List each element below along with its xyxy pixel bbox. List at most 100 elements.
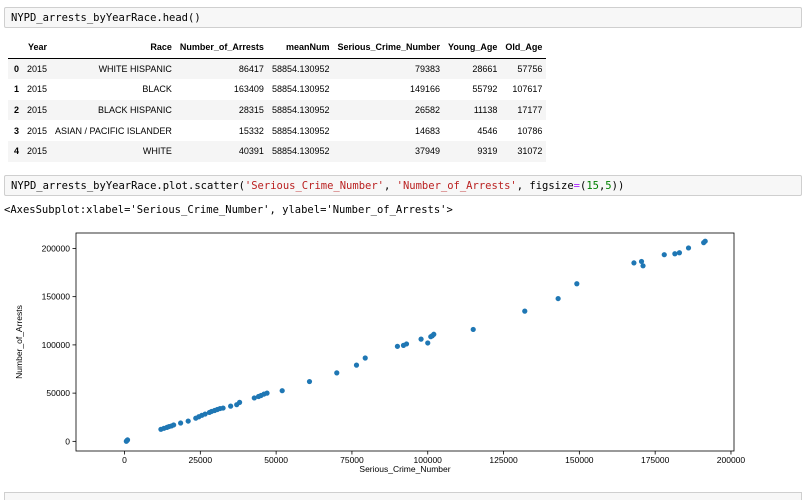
table-cell: WHITE xyxy=(142,146,172,157)
table-cell: 37949 xyxy=(415,146,441,157)
table-row: 1 2015 BLACK 163409 58854.130952 149166 … xyxy=(8,79,546,100)
table-cell: 79383 xyxy=(415,63,441,74)
code-cell-head[interactable]: NYPD_arrests_byYearRace.head() xyxy=(4,7,802,28)
scatter-point xyxy=(166,423,172,430)
table-cell: 2015 xyxy=(27,125,48,136)
y-axis: 0 50000 100000 150000 200000 xyxy=(42,243,76,446)
scatter-point xyxy=(403,341,410,347)
table-cell: 10786 xyxy=(517,125,543,136)
scatter-point xyxy=(522,308,528,314)
output-repr: <AxesSubplot:xlabel='Serious_Crime_Numbe… xyxy=(4,204,453,216)
scatter-point xyxy=(208,408,215,415)
x-axis: 0 25000 50000 75000 100000 125000 150000 175000… xyxy=(122,451,745,465)
table-cell: BLACK HISPANIC xyxy=(98,105,172,116)
scatter-point xyxy=(214,406,220,413)
x-tick-label: 0 xyxy=(122,455,127,465)
y-tick-label: 200000 xyxy=(42,243,71,253)
scatter-point xyxy=(171,422,177,428)
code-sep: , xyxy=(383,180,397,192)
x-tick-label: 150000 xyxy=(565,455,594,465)
table-cell: 9319 xyxy=(477,146,498,157)
scatter-point xyxy=(429,333,435,339)
table-cell: 11138 xyxy=(473,105,498,116)
table-header-row: Year Race Number_of_Arrests meanNum Seri… xyxy=(8,37,547,59)
scatter-point xyxy=(661,252,667,258)
table-cell: 149166 xyxy=(410,84,441,95)
y-tick-label: 100000 xyxy=(42,340,71,350)
table-cell: BLACK xyxy=(142,84,172,95)
table-cell: 58854.130952 xyxy=(271,146,330,157)
scatter-point xyxy=(202,411,208,417)
code-number-width: 15 xyxy=(586,180,599,192)
column-header: Young_Age xyxy=(444,37,502,59)
dataframe-table: Year Race Number_of_Arrests meanNum Seri… xyxy=(8,37,547,162)
code-string-y: 'Number_of_Arrests' xyxy=(396,180,517,192)
scatter-point xyxy=(124,437,131,443)
table-cell: 31072 xyxy=(517,146,543,157)
code-comma: , xyxy=(598,180,606,192)
scatter-point xyxy=(258,392,264,399)
code-figsize: , figsize xyxy=(516,180,574,192)
scatter-point xyxy=(228,403,234,409)
scatter-point xyxy=(702,238,708,244)
table-cell: 107617 xyxy=(512,84,543,95)
scatter-point xyxy=(211,407,218,414)
scatter-point xyxy=(123,438,129,444)
column-header: Year xyxy=(23,37,52,59)
code-prefix: NYPD_arrests_byYearRace.plot.scatter( xyxy=(11,180,245,192)
column-header: Old_Age xyxy=(501,37,547,59)
scatter-point xyxy=(640,263,646,269)
scatter-point xyxy=(251,395,257,401)
y-tick-label: 150000 xyxy=(42,292,71,302)
scatter-point xyxy=(631,260,637,266)
scatter-point xyxy=(334,370,340,376)
scatter-points xyxy=(123,238,708,444)
code-text: NYPD_arrests_byYearRace.head() xyxy=(11,12,201,24)
scatter-point xyxy=(178,420,184,426)
column-header: Number_of_Arrests xyxy=(175,37,268,59)
code-number-height: 5 xyxy=(605,180,612,192)
x-axis-label: Serious_Crime_Number xyxy=(359,464,450,474)
scatter-point xyxy=(168,423,175,429)
table-cell: 2015 xyxy=(27,63,48,74)
table-cell: 57756 xyxy=(517,63,543,74)
code-cell-scatter[interactable]: NYPD_arrests_byYearRace.plot.scatter('Se… xyxy=(4,175,802,196)
scatter-point xyxy=(236,399,243,405)
x-tick-label: 75000 xyxy=(340,455,364,465)
next-code-cell[interactable] xyxy=(4,492,802,500)
table-cell: 26582 xyxy=(415,105,441,116)
row-index: 1 xyxy=(14,84,20,95)
table-cell: 4546 xyxy=(477,125,498,136)
scatter-point xyxy=(196,414,202,420)
row-index: 4 xyxy=(14,146,20,157)
table-cell: 86417 xyxy=(238,63,264,74)
code-paren-open: ( xyxy=(579,180,587,192)
table-cell: WHITE HISPANIC xyxy=(98,63,172,74)
x-tick-label: 100000 xyxy=(414,455,443,465)
row-index: 2 xyxy=(14,105,20,116)
scatter-point xyxy=(555,295,561,302)
table-cell: 58854.130952 xyxy=(271,125,330,136)
scatter-point xyxy=(193,415,199,421)
table-cell: 15332 xyxy=(238,125,264,136)
x-tick-label: 50000 xyxy=(264,455,288,465)
scatter-point xyxy=(431,331,437,337)
scatter-point xyxy=(394,343,401,349)
column-header: Race xyxy=(51,37,176,59)
x-tick-label: 200000 xyxy=(717,455,746,465)
scatter-point xyxy=(161,425,167,431)
y-axis-label: Number_of_Arrests xyxy=(14,305,24,379)
scatter-point xyxy=(217,405,223,412)
scatter-point xyxy=(425,340,431,346)
row-index: 3 xyxy=(14,125,20,136)
scatter-point xyxy=(124,437,130,444)
scatter-point xyxy=(234,402,240,408)
table-cell: 58854.130952 xyxy=(271,84,330,95)
table-row: 0 2015 WHITE HISPANIC 86417 58854.130952… xyxy=(8,58,547,80)
scatter-point xyxy=(206,409,213,416)
scatter-point xyxy=(685,245,692,251)
x-tick-label: 125000 xyxy=(489,455,518,465)
y-tick-label: 0 xyxy=(65,436,70,446)
table-cell: 14683 xyxy=(415,125,441,136)
table-cell: 28315 xyxy=(238,105,264,116)
